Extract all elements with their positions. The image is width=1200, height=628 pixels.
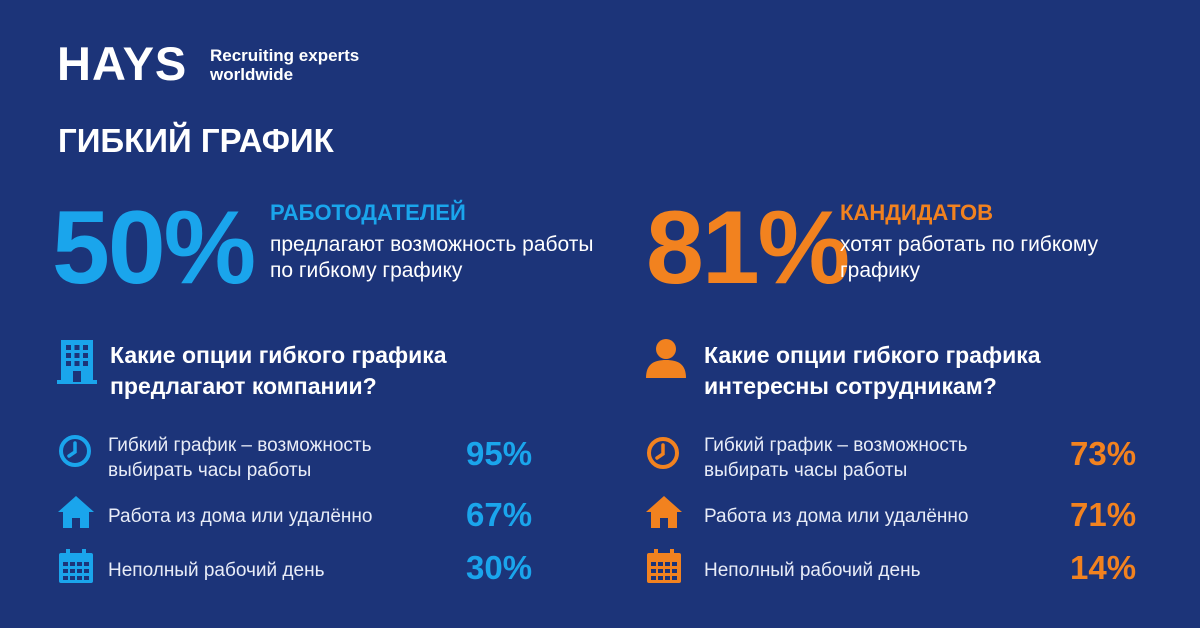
candidates-percent: 81% <box>646 190 850 306</box>
employers-option-label: Гибкий график – возможность выбирать час… <box>108 435 372 481</box>
employers-option-label: Неполный рабочий день <box>108 560 325 581</box>
candidates-question: Какие опции гибкого графика интересны со… <box>704 342 1041 399</box>
candidates-description: хотят работать по гибкому графику <box>840 233 1099 282</box>
candidates-option-value: 14% <box>1070 549 1137 586</box>
employers-heading: РАБОТОДАТЕЛЕЙ <box>270 200 466 225</box>
clock-icon <box>646 436 680 470</box>
house-icon <box>56 494 96 530</box>
employers-percent: 50% <box>52 190 256 306</box>
page-title: ГИБКИЙ ГРАФИК <box>58 122 334 159</box>
candidates-option-label: Неполный рабочий день <box>704 560 921 581</box>
employers-question: Какие опции гибкого графика предлагают к… <box>110 342 447 399</box>
candidates-option-label: Гибкий график – возможность выбирать час… <box>704 435 968 481</box>
candidates-heading: КАНДИДАТОВ <box>840 200 994 225</box>
house-icon <box>644 494 684 530</box>
employers-option-value: 67% <box>466 496 533 533</box>
clock-icon <box>58 434 92 468</box>
candidates-option-value: 71% <box>1070 496 1137 533</box>
employers-option-value: 30% <box>466 549 533 586</box>
calendar-icon <box>646 548 682 584</box>
hays-logo: HAYS <box>57 37 188 90</box>
candidates-option-value: 73% <box>1070 435 1137 472</box>
person-icon <box>644 338 688 378</box>
office-building-icon <box>57 338 97 384</box>
employers-option-label: Работа из дома или удалённо <box>108 506 373 527</box>
employers-option-value: 95% <box>466 435 533 472</box>
candidates-option-label: Работа из дома или удалённо <box>704 506 969 527</box>
calendar-icon <box>58 548 94 584</box>
employers-description: предлагают возможность работы по гибкому… <box>270 233 594 282</box>
logo-tagline: Recruiting experts worldwide <box>210 46 360 84</box>
